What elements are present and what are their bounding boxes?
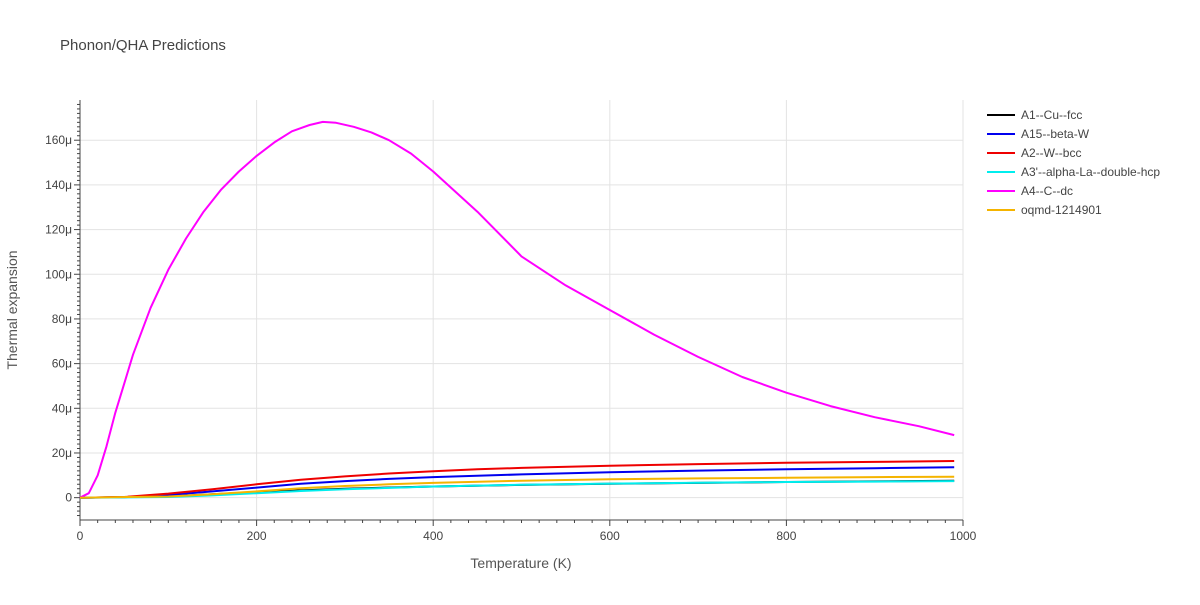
x-tick-label: 1000 <box>950 529 977 543</box>
legend-label: A4--C--dc <box>1021 184 1073 198</box>
y-tick-label: 60μ <box>52 357 72 371</box>
chart-title: Phonon/QHA Predictions <box>60 37 226 54</box>
legend-item[interactable]: A1--Cu--fcc <box>987 108 1082 122</box>
axis-layer: 0 200 400 600 800 1000 0 20μ 40μ 60μ 80μ 100μ 120μ 14… <box>45 100 977 543</box>
y-tick-label: 40μ <box>52 401 72 415</box>
y-tick-label: 120μ <box>45 223 72 237</box>
series-line-3 <box>79 460 955 499</box>
x-tick-label: 0 <box>77 529 84 543</box>
grid-layer <box>80 100 964 520</box>
x-tick-label: 800 <box>776 529 796 543</box>
y-tick-label: 80μ <box>52 312 72 326</box>
series-line-6 <box>79 475 955 499</box>
y-axis-title: Thermal expansion <box>4 250 20 369</box>
series-line-5 <box>79 120 955 499</box>
series-line-4 <box>79 480 955 499</box>
x-tick-label: 400 <box>423 529 443 543</box>
y-tick-label: 100μ <box>45 267 72 281</box>
legend-item[interactable]: A15--beta-W <box>987 127 1090 141</box>
legend-label: oqmd-1214901 <box>1021 203 1102 217</box>
x-tick-label: 600 <box>600 529 620 543</box>
legend-label: A15--beta-W <box>1021 127 1090 141</box>
legend-item[interactable]: A2--W--bcc <box>987 146 1081 160</box>
y-tick-label: 140μ <box>45 178 72 192</box>
legend-item[interactable]: oqmd-1214901 <box>987 203 1102 217</box>
legend-label: A1--Cu--fcc <box>1021 108 1082 122</box>
y-tick-label: 20μ <box>52 446 72 460</box>
legend-item[interactable]: A4--C--dc <box>987 184 1073 198</box>
y-tick-label: 0 <box>65 491 72 505</box>
legend-label: A2--W--bcc <box>1021 146 1081 160</box>
x-tick-label: 200 <box>247 529 267 543</box>
legend-label: A3'--alpha-La--double-hcp <box>1021 165 1160 179</box>
x-axis-title: Temperature (K) <box>470 555 571 571</box>
series-layer <box>79 120 955 499</box>
legend-item[interactable]: A3'--alpha-La--double-hcp <box>987 165 1160 179</box>
y-tick-label: 160μ <box>45 133 72 147</box>
series-line-2 <box>79 466 955 499</box>
legend[interactable]: A1--Cu--fcc A15--beta-W A2--W--bcc A3'--alp… <box>987 108 1160 217</box>
